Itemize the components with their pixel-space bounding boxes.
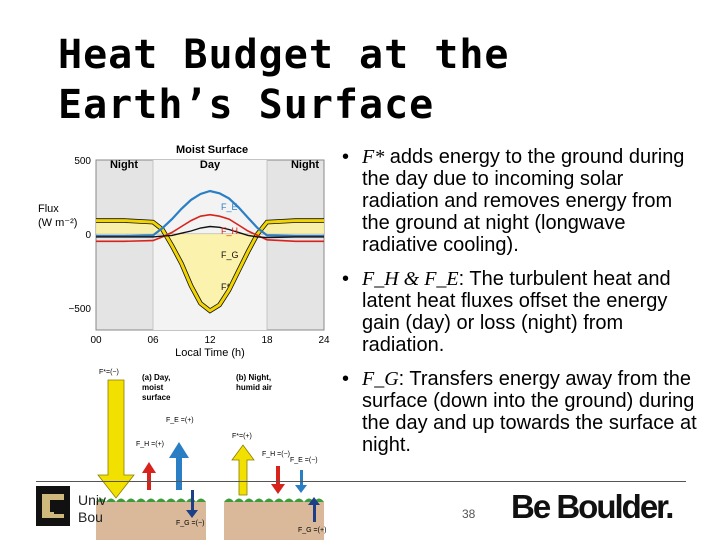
period-label-night-1: Night bbox=[110, 159, 138, 171]
cu-text-line-1: Univ bbox=[78, 492, 107, 508]
x-tick-label-1: 06 bbox=[147, 335, 159, 346]
label-a-fg: F_G =(−) bbox=[176, 520, 204, 527]
label-a-fstar: F*=(−) bbox=[99, 369, 119, 376]
energy-schematic: (a) Day, moist surface (b) Night, humid … bbox=[96, 369, 326, 540]
bullet-text-fstar: adds energy to the ground during the day… bbox=[362, 146, 685, 256]
bullet-text-fh-fe: : The turbulent heat and latent heat flu… bbox=[362, 268, 671, 356]
arrow-b-fh bbox=[271, 466, 285, 494]
label-b-fe: F_E =(−) bbox=[290, 457, 318, 464]
ground-b bbox=[224, 502, 324, 540]
arrow-b-fstar bbox=[231, 444, 255, 496]
grass-a bbox=[96, 498, 206, 502]
label-b-fh: F_H =(−) bbox=[262, 451, 290, 458]
period-label-night-2: Night bbox=[291, 159, 319, 171]
title-line-2: Earth’s Surface bbox=[58, 82, 435, 128]
x-tick-label-0: 00 bbox=[90, 335, 102, 346]
bullet-text-fg: : Transfers energy away from the surface… bbox=[362, 368, 697, 456]
bullet-item-fg: F_G: Transfers energy away from the surf… bbox=[340, 368, 700, 456]
slide-title: Heat Budget at the Earth’s Surface bbox=[58, 30, 578, 130]
period-label-day: Day bbox=[200, 159, 221, 171]
label-a-fh: F_H =(+) bbox=[136, 441, 164, 448]
panel-b-label-2: humid air bbox=[236, 383, 272, 392]
series-label-fe: F_E bbox=[221, 202, 238, 212]
bullet-symbol-fstar: F* bbox=[362, 146, 385, 168]
series-line-fg bbox=[96, 225, 324, 239]
x-axis-label: Local Time (h) bbox=[175, 347, 245, 359]
arrow-b-fg bbox=[308, 497, 320, 522]
panel-a-label-1: (a) Day, bbox=[142, 373, 170, 382]
grass-b bbox=[224, 498, 324, 502]
be-boulder-logo: Be Boulder. bbox=[511, 488, 674, 525]
y-axis-label-line-2: (W m⁻²) bbox=[38, 217, 77, 229]
series-label-fg: F_G bbox=[221, 250, 239, 260]
label-b-fstar: F*=(+) bbox=[232, 433, 252, 440]
bullet-symbol-fg: F_G bbox=[362, 368, 399, 390]
label-a-fe: F_E =(+) bbox=[166, 417, 194, 424]
series-layer bbox=[96, 189, 324, 314]
page-number: 38 bbox=[462, 507, 476, 521]
series-label-fh: F_H bbox=[221, 226, 238, 236]
footer-divider bbox=[36, 481, 686, 482]
arrow-a-fstar bbox=[97, 379, 135, 499]
flux-chart-figure: 00 06 12 18 24 500 0 −500 Moist Surface Night D… bbox=[38, 144, 330, 540]
series-line-fe bbox=[96, 189, 324, 238]
bullet-item-fh-fe: F_H & F_E: The turbulent heat and latent… bbox=[340, 268, 700, 356]
x-tick-label-2: 12 bbox=[204, 335, 216, 346]
title-line-1: Heat Budget at the bbox=[58, 32, 510, 78]
cu-logo-icon bbox=[36, 486, 70, 526]
series-label-fstar: F* bbox=[221, 282, 230, 292]
y-axis-label-line-1: Flux bbox=[38, 203, 59, 215]
axis-layer: 00 06 12 18 24 500 0 −500 bbox=[68, 156, 330, 346]
panel-b-label-1: (b) Night, bbox=[236, 373, 271, 382]
bullet-list: F* adds energy to the ground during the … bbox=[340, 146, 700, 468]
arrow-a-fg bbox=[186, 490, 198, 518]
ground-a bbox=[96, 502, 206, 540]
y-tick-label-1: 0 bbox=[85, 230, 91, 241]
panel-a-label-3: surface bbox=[142, 393, 171, 402]
series-fill-fstar bbox=[96, 220, 324, 311]
bullet-symbol-fh-fe: F_H & F_E bbox=[362, 268, 459, 290]
arrow-a-fe bbox=[169, 442, 189, 490]
chart-title: Moist Surface bbox=[176, 144, 248, 156]
label-b-fg: F_G =(+) bbox=[298, 527, 326, 534]
cu-wordmark: Univ Bou bbox=[78, 492, 106, 526]
x-tick-label-3: 18 bbox=[261, 335, 273, 346]
y-tick-label-0: 500 bbox=[74, 156, 91, 167]
arrow-a-fh bbox=[142, 462, 156, 490]
y-tick-label-2: −500 bbox=[68, 304, 91, 315]
figure-panel: 00 06 12 18 24 500 0 −500 Moist Surface Night D… bbox=[36, 140, 336, 540]
cu-text-line-2: Bou bbox=[78, 509, 103, 525]
bullet-item-fstar: F* adds energy to the ground during the … bbox=[340, 146, 700, 256]
panel-a-label-2: moist bbox=[142, 383, 164, 392]
x-tick-label-4: 24 bbox=[318, 335, 330, 346]
